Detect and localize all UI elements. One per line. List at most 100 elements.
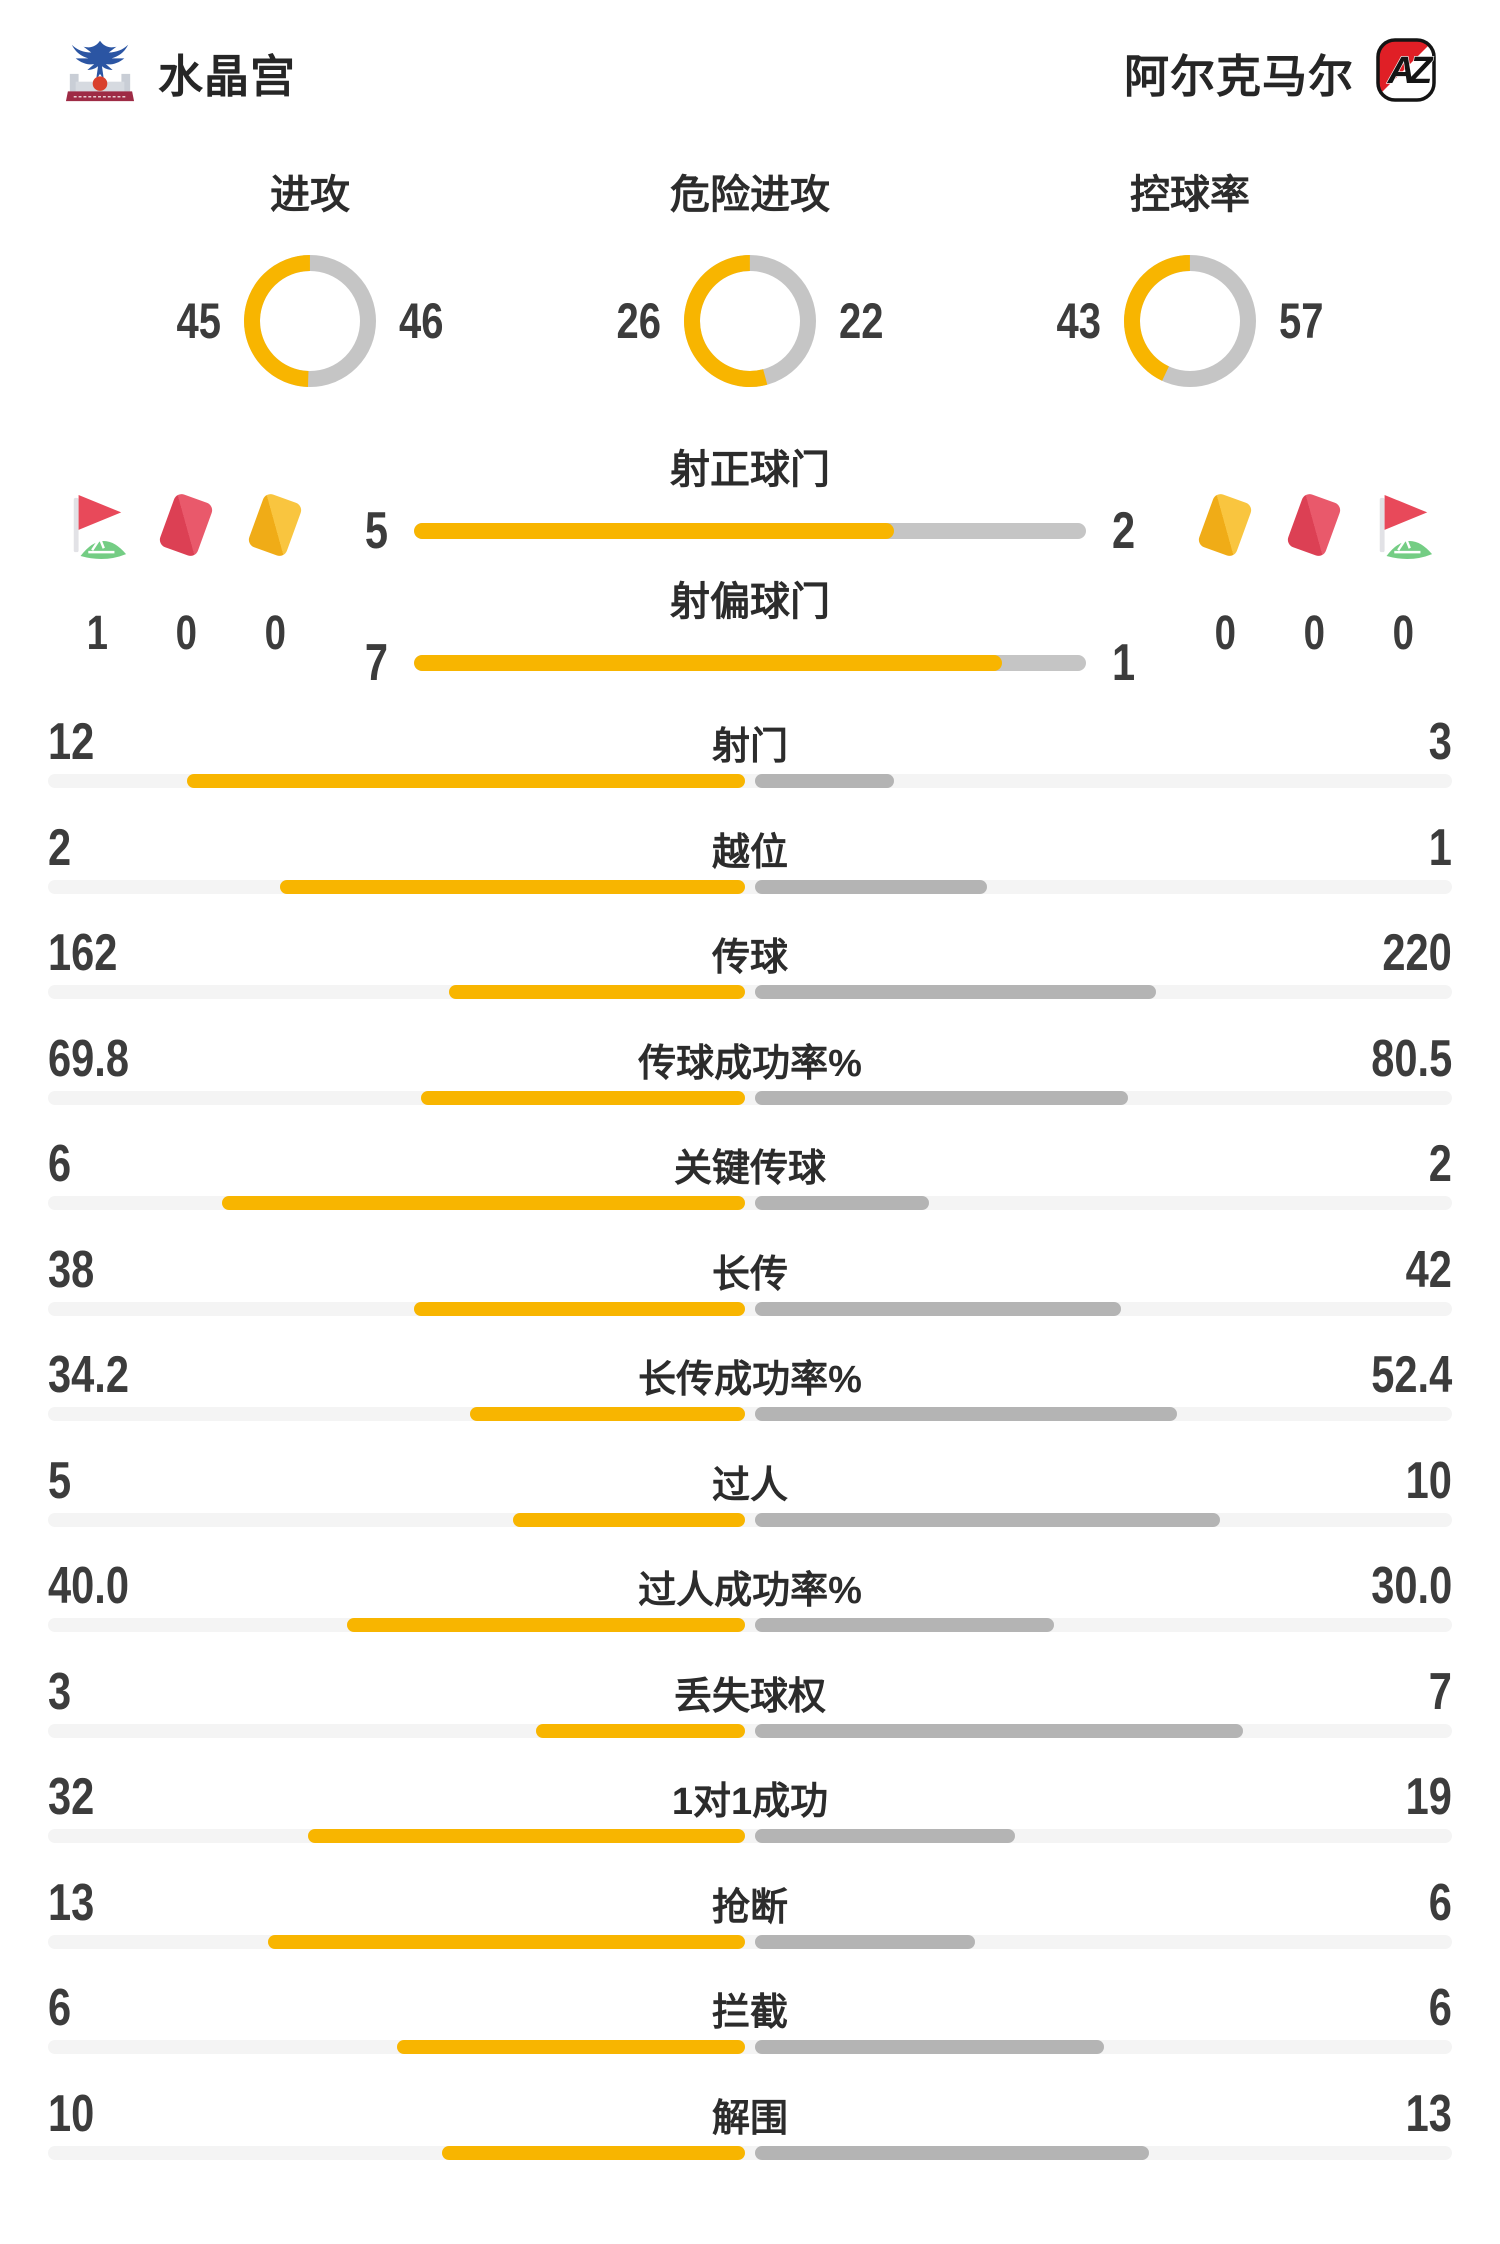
stat-away-value: 10 xyxy=(1405,1451,1452,1510)
stat-bar-away xyxy=(755,1196,930,1210)
stat-away-value: 13 xyxy=(1405,2084,1452,2143)
stat-label: 射门 xyxy=(711,726,788,768)
stat-row-key-passes: 6 关键传球 2 xyxy=(0,1124,1500,1230)
stat-label: 解围 xyxy=(711,2097,788,2140)
corner-flag-icon xyxy=(66,486,128,564)
red-card-icon xyxy=(1283,486,1345,564)
away-discipline: 0 0 0 xyxy=(1194,486,1434,658)
donut-ring xyxy=(684,255,816,387)
stat-bar-track xyxy=(48,879,1452,894)
stat-bar-away xyxy=(755,879,988,894)
stat-bar-away xyxy=(755,1512,1220,1527)
stat-away-value: 1 xyxy=(1428,818,1452,877)
stat-away-value: 80.5 xyxy=(1371,1029,1452,1088)
stat-bar-home xyxy=(268,1934,745,1949)
stat-away-value: 52.4 xyxy=(1371,1346,1452,1404)
stats-list: 12 射门 3 2 越位 1 162 传球 xyxy=(0,702,1500,2179)
yellow-card-icon xyxy=(1194,486,1256,564)
away-yellow-cards-value: 0 xyxy=(1214,607,1236,660)
stat-row-duels-won: 32 1对1成功 19 xyxy=(0,1757,1500,1863)
stat-home-value: 3 xyxy=(48,1662,72,1721)
stat-bar-home xyxy=(346,1618,745,1632)
stat-label: 关键传球 xyxy=(673,1148,826,1190)
stat-bar-home xyxy=(512,1512,745,1527)
stat-row-dribble-success: 40.0 过人成功率% 30.0 xyxy=(0,1546,1500,1652)
yellow-card-icon xyxy=(244,486,306,564)
stat-home-value: 38 xyxy=(48,1240,95,1299)
stat-label: 丢失球权 xyxy=(673,1675,826,1718)
stat-label: 抢断 xyxy=(711,1886,788,1929)
donut-possession: 控球率 43 57 xyxy=(1021,172,1359,388)
away-team[interactable]: 阿尔克马尔 AZ xyxy=(1124,37,1441,107)
donut-charts: 进攻 45 46 危险进攻 26 22 控球率 xyxy=(0,172,1500,422)
away-corners-value: 0 xyxy=(1392,607,1414,660)
stat-row-clearances: 10 解围 13 xyxy=(0,2074,1500,2180)
stat-bar-away xyxy=(755,1934,976,1949)
stat-label: 过人成功率% xyxy=(638,1570,862,1612)
stat-row-shots: 12 射门 3 xyxy=(0,702,1500,808)
shots-on-target: 射正球门 5 2 xyxy=(330,446,1170,560)
stat-home-value: 69.8 xyxy=(48,1029,129,1088)
donut-dangerous-attacks: 危险进攻 26 22 xyxy=(581,172,919,388)
donut-ring xyxy=(244,255,376,387)
stat-bar-away xyxy=(755,1301,1121,1316)
stat-away-value: 42 xyxy=(1405,1240,1452,1299)
stat-away-value: 2 xyxy=(1428,1135,1452,1193)
stat-bar-home xyxy=(187,774,745,788)
stat-bar-home xyxy=(413,1301,745,1316)
stat-row-passes: 162 传球 220 xyxy=(0,913,1500,1019)
shot-bar-track xyxy=(414,523,1086,539)
stat-bar-home xyxy=(469,1407,745,1421)
stat-bar-away xyxy=(755,1407,1177,1421)
stat-bar-home xyxy=(441,2145,745,2160)
stat-away-value: 30.0 xyxy=(1371,1557,1452,1615)
shot-home-value: 7 xyxy=(364,634,388,692)
shot-bar-home-fill xyxy=(414,523,894,539)
stat-bar-track xyxy=(48,1407,1452,1421)
shot-bar-track xyxy=(414,655,1086,671)
donut-title: 进攻 xyxy=(270,173,350,217)
stat-bar-track xyxy=(48,2040,1452,2054)
donut-away-value: 22 xyxy=(839,293,884,349)
home-corners-value: 1 xyxy=(86,607,108,660)
corner-flag-icon xyxy=(1372,486,1434,564)
header: 水晶宫 阿尔克马尔 AZ xyxy=(0,34,1500,110)
home-team[interactable]: 水晶宫 xyxy=(64,36,296,109)
donut-away-value: 46 xyxy=(399,293,444,349)
red-card-icon xyxy=(155,486,217,564)
stat-row-long-ball-accuracy: 34.2 长传成功率% 52.4 xyxy=(0,1335,1500,1441)
donut-title: 控球率 xyxy=(1130,173,1250,217)
stat-label: 传球 xyxy=(711,937,788,979)
stat-home-value: 162 xyxy=(48,924,118,982)
stat-bar-track xyxy=(48,1196,1452,1210)
stat-home-value: 12 xyxy=(48,713,95,771)
crystal-palace-crest-icon xyxy=(64,36,136,109)
shot-bar-title: 射正球门 xyxy=(670,448,830,492)
stat-home-value: 40.0 xyxy=(48,1557,129,1615)
donut-home-value: 45 xyxy=(176,293,222,349)
shot-bar-home-fill xyxy=(414,655,1002,671)
stat-bar-track xyxy=(48,1829,1452,1843)
stat-label: 长传 xyxy=(711,1253,788,1296)
stat-bar-away xyxy=(755,2145,1149,2160)
stat-bar-track xyxy=(48,1512,1452,1527)
donut-home-value: 43 xyxy=(1056,293,1102,349)
stat-bar-away xyxy=(755,2040,1104,2054)
shot-home-value: 5 xyxy=(364,502,388,560)
stat-row-pass-accuracy: 69.8 传球成功率% 80.5 xyxy=(0,1019,1500,1125)
shot-away-value: 1 xyxy=(1112,634,1136,692)
shot-away-value: 2 xyxy=(1112,502,1136,560)
stat-bar-away xyxy=(755,774,895,788)
stat-row-interceptions: 6 拦截 6 xyxy=(0,1968,1500,2074)
stat-home-value: 2 xyxy=(48,818,72,877)
stat-home-value: 6 xyxy=(48,1135,72,1193)
stat-bar-track xyxy=(48,1934,1452,1949)
stat-bar-track xyxy=(48,2145,1452,2160)
stat-bar-home xyxy=(396,2040,745,2054)
stat-row-dribbles: 5 过人 10 xyxy=(0,1441,1500,1547)
stat-home-value: 6 xyxy=(48,1979,72,2037)
stat-away-value: 19 xyxy=(1405,1768,1452,1826)
stat-bar-track xyxy=(48,774,1452,788)
stat-home-value: 13 xyxy=(48,1873,95,1932)
